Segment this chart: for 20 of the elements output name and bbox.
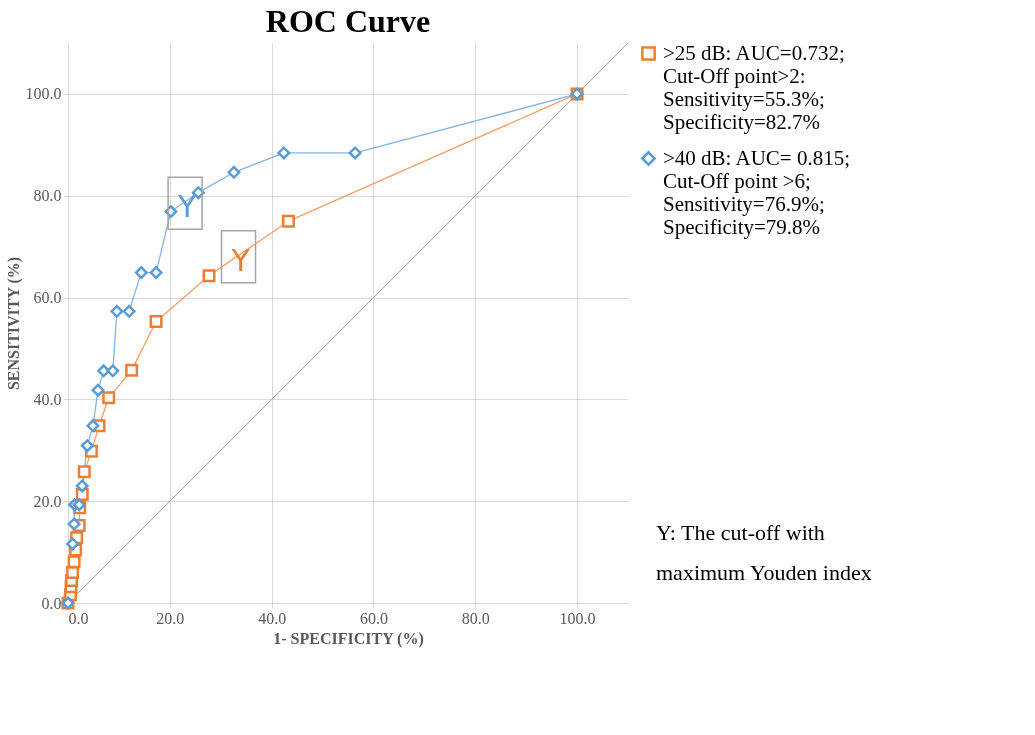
x-tick-label: 20.0 — [156, 609, 185, 627]
legend-label: >25 dB: AUC=0.732; Cut-Off point>2: Sensitivity=55.3%; Specificity=82.7% — [663, 40, 845, 134]
y-tick-label: 100.0 — [25, 85, 62, 103]
annotation: Y — [176, 189, 197, 225]
y-tick-label: 40.0 — [33, 390, 62, 408]
y-tick-label: 80.0 — [33, 187, 62, 205]
legend-label: >40 dB: AUC= 0.815; Cut-Off point >6; Sensitivity=76.9%; Specificity=79.8% — [663, 145, 851, 239]
x-axis-title: 1- SPECIFICITY (%) — [273, 629, 424, 648]
x-tick-label: 0.0 — [68, 609, 89, 627]
y-tick-label: 60.0 — [33, 289, 62, 307]
x-tick-label: 60.0 — [359, 609, 388, 627]
y-axis-title: SENSITIVITY (%) — [4, 256, 23, 391]
y-tick-label: 20.0 — [33, 492, 62, 510]
x-tick-label: 100.0 — [559, 609, 596, 627]
y-tick-label: 0.0 — [41, 594, 62, 612]
chart-title: ROC Curve — [265, 2, 431, 39]
x-tick-label: 40.0 — [258, 609, 287, 627]
text: Y: The cut-off with maximum Youden index — [656, 520, 872, 585]
annotation: Y — [230, 242, 251, 278]
x-tick-label: 80.0 — [461, 609, 490, 627]
